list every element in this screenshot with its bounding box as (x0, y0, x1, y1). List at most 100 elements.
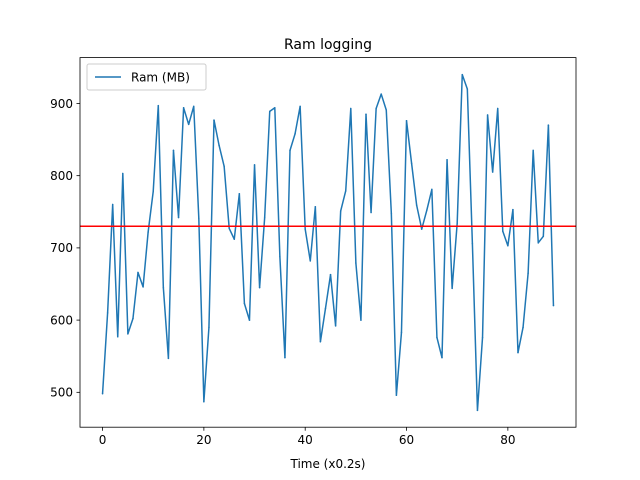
legend-box (86, 63, 207, 91)
data-point (111, 203, 114, 206)
data-point (198, 217, 200, 220)
data-point (284, 356, 286, 359)
data-point (187, 123, 190, 126)
data-point (410, 162, 413, 165)
legend-label: Ram (MB) (131, 71, 190, 85)
plot-frame (79, 57, 577, 428)
data-point (147, 231, 149, 233)
data-point (426, 209, 428, 212)
data-point (279, 255, 281, 258)
data-point (355, 262, 357, 264)
data-point (213, 119, 215, 121)
x-tick-label: 60 (399, 433, 414, 447)
data-point (208, 326, 210, 329)
data-point (461, 73, 464, 76)
data-point (390, 212, 393, 214)
data-point (552, 304, 555, 307)
data-point (218, 144, 220, 147)
y-tick-label: 800 (50, 169, 73, 183)
data-point (385, 109, 388, 111)
chart-title: Ram logging (284, 37, 372, 53)
plot-area (80, 57, 576, 428)
data-point (274, 107, 276, 109)
data-point (491, 171, 494, 173)
y-tick-label: 500 (50, 386, 73, 400)
data-point (162, 286, 165, 289)
data-point (127, 333, 129, 335)
data-point (360, 319, 362, 321)
data-point (466, 88, 469, 90)
data-point (517, 351, 519, 354)
data-point (182, 107, 185, 109)
data-point (177, 216, 180, 219)
x-tick-label: 40 (298, 433, 313, 447)
data-point (476, 409, 479, 412)
y-tick-label: 600 (50, 313, 73, 327)
data-point (309, 260, 312, 262)
data-point (395, 394, 398, 396)
data-point (324, 307, 327, 310)
data-point (329, 273, 332, 276)
data-point (527, 272, 529, 274)
data-point (370, 211, 372, 214)
data-point (537, 242, 540, 244)
data-point (248, 319, 251, 321)
data-point (238, 192, 241, 195)
data-point (496, 107, 499, 110)
ram-series-points (101, 73, 555, 412)
data-point (122, 172, 124, 175)
data-point (334, 325, 337, 327)
data-point (319, 341, 322, 343)
data-point (456, 222, 458, 225)
data-point (350, 107, 352, 110)
data-point (486, 114, 489, 116)
data-point (233, 238, 236, 240)
data-point (192, 105, 195, 108)
data-point (542, 235, 545, 238)
data-point (152, 190, 154, 193)
legend: Ram (MB) (86, 63, 207, 91)
data-point (253, 164, 256, 166)
data-point (405, 120, 408, 122)
x-tick-label: 0 (99, 433, 107, 447)
data-point (375, 107, 377, 110)
data-point (344, 190, 347, 192)
data-point (258, 286, 261, 289)
data-point (132, 317, 134, 320)
data-point (137, 271, 139, 274)
data-point (441, 356, 443, 359)
data-point (223, 165, 225, 168)
data-point (263, 216, 266, 219)
data-point (294, 133, 296, 135)
data-point (507, 244, 509, 247)
y-axis-ticks: 500 600 700 800 900 (50, 97, 80, 400)
data-point (299, 105, 301, 108)
data-point (446, 159, 448, 161)
data-point (365, 113, 367, 116)
x-tick-label: 80 (500, 433, 515, 447)
data-point (436, 336, 438, 339)
data-point (380, 93, 382, 95)
data-point (314, 205, 317, 208)
ram-series-line (101, 73, 555, 412)
data-point (268, 110, 271, 113)
data-point (502, 230, 504, 233)
y-tick-label: 900 (50, 97, 73, 111)
data-point (142, 286, 144, 288)
data-point (116, 335, 119, 338)
data-point (106, 312, 109, 314)
data-point (157, 104, 160, 107)
data-point (451, 287, 453, 290)
data-point (400, 331, 403, 334)
data-point (431, 188, 433, 191)
data-point (172, 149, 175, 152)
data-point (481, 336, 484, 339)
x-axis-ticks: 0 20 40 60 80 (99, 427, 515, 447)
data-point (512, 208, 514, 211)
data-point (547, 124, 550, 126)
data-point (522, 326, 524, 329)
data-point (532, 149, 534, 152)
data-point (101, 393, 104, 395)
data-point (243, 302, 246, 305)
